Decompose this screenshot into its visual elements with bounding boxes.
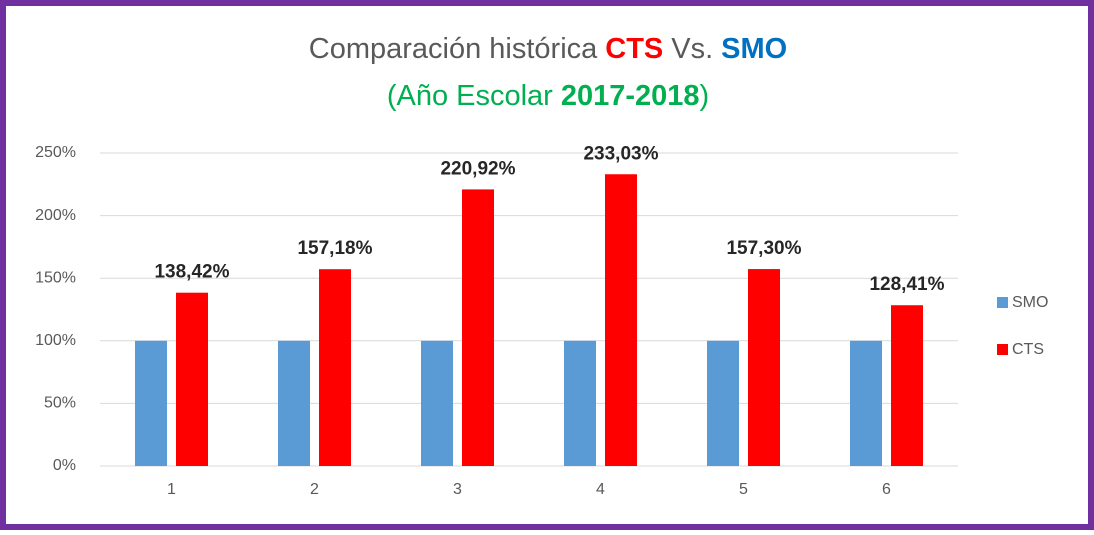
bar [421,340,453,466]
title-part: ) [700,80,710,112]
x-tick-label: 5 [739,481,748,498]
bar [176,292,208,466]
y-tick-label: 50% [44,395,76,412]
y-tick-label: 0% [53,457,76,474]
bar [135,340,167,466]
title-part: SMO [721,33,787,65]
data-label: 157,30% [726,238,801,259]
bar [278,340,310,466]
bar [462,189,494,467]
legend-label: SMO [1012,294,1048,311]
legend-swatch [997,344,1008,355]
title-part: Vs. [671,33,713,65]
x-tick-label: 6 [882,481,891,498]
y-tick-label: 250% [35,144,76,161]
y-tick-label: 150% [35,269,76,286]
data-label: 128,41% [869,274,944,295]
bar [605,174,637,466]
bar [707,340,739,466]
y-tick-label: 200% [35,207,76,224]
legend-swatch [997,297,1008,308]
title-part: Comparación histórica [309,33,598,65]
title-part: CTS [605,33,663,65]
legend-label: CTS [1012,341,1044,358]
bar [319,269,351,466]
bar [748,269,780,466]
x-tick-label: 2 [310,481,319,498]
bar [850,340,882,466]
y-tick-label: 100% [35,332,76,349]
title-part: 2017-2018 [561,80,700,112]
data-label: 233,03% [583,143,658,164]
chart-title: Comparación histórica CTS Vs. SMO [309,33,787,65]
x-tick-label: 4 [596,481,605,498]
data-label: 220,92% [440,158,515,179]
bar [891,305,923,466]
x-tick-label: 3 [453,481,462,498]
chart-subtitle: (Año Escolar 2017-2018) [387,80,709,112]
data-label: 157,18% [297,238,372,259]
x-tick-label: 1 [167,481,176,498]
bar [564,340,596,466]
data-label: 138,42% [154,262,229,283]
title-part: (Año Escolar [387,80,553,112]
